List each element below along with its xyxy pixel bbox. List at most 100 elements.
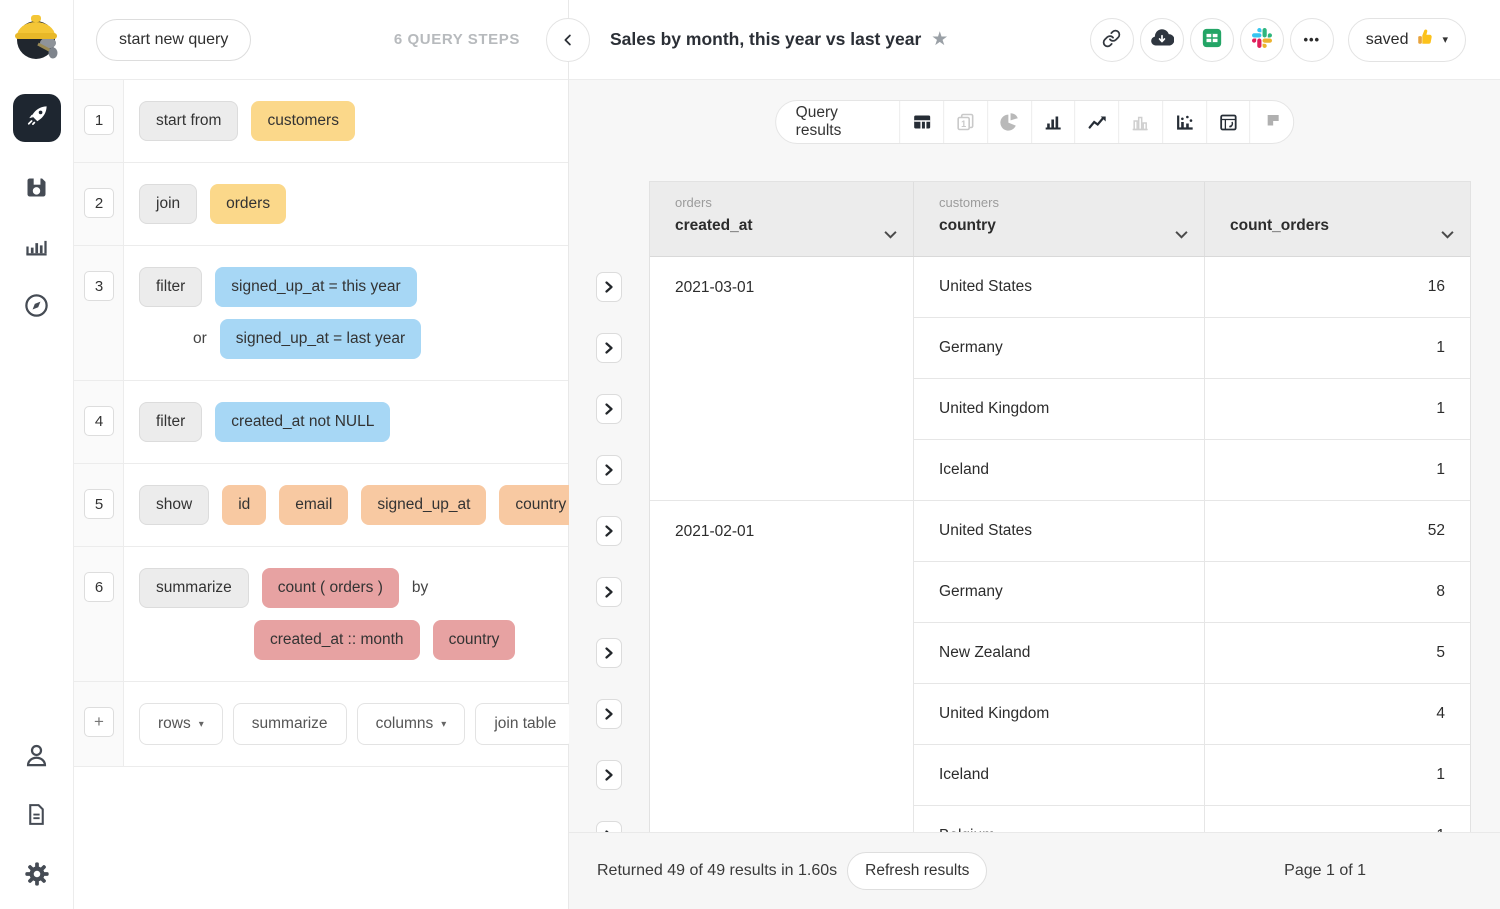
view-number-icon[interactable]: 1 <box>943 101 987 143</box>
table-row: Germany 1 <box>650 318 1470 379</box>
aggregate-chip-count-orders[interactable]: count ( orders ) <box>261 568 399 608</box>
cell-country: Belgium <box>914 806 1205 832</box>
user-icon[interactable] <box>23 742 50 774</box>
pagination-label: Page 1 of 1 <box>1284 862 1366 879</box>
column-header-count-orders[interactable]: count_orders <box>1205 182 1470 256</box>
group-chip-country[interactable]: country <box>432 620 516 660</box>
step-number: 3 <box>84 271 114 301</box>
add-summarize-button[interactable]: summarize <box>232 703 347 745</box>
main-panel: Sales by month, this year vs last year ★ <box>546 0 1500 909</box>
collapse-steps-button[interactable] <box>546 17 590 62</box>
verb-chip-start-from[interactable]: start from <box>139 101 239 141</box>
mascot-logo[interactable] <box>10 10 64 64</box>
nav-queries-button[interactable] <box>12 94 61 142</box>
add-join-table-button[interactable]: join table <box>475 703 576 745</box>
column-chip-signed-up-at[interactable]: signed_up_at <box>361 485 487 525</box>
tab-query-results[interactable]: Query results <box>795 104 842 139</box>
chevron-right-icon <box>605 341 613 354</box>
view-pie-chart-icon[interactable] <box>987 101 1031 143</box>
table-row: Belgium 1 <box>650 806 1470 832</box>
column-caret-icon[interactable] <box>1441 226 1454 244</box>
column-header-created-at[interactable]: orders created_at <box>650 182 914 256</box>
start-new-query-button[interactable]: start new query <box>96 18 252 61</box>
cell-count-orders: 52 <box>1205 501 1470 562</box>
caret-down-icon: ▾ <box>198 718 204 730</box>
caret-down-icon: ▾ <box>1442 34 1448 46</box>
column-caret-icon[interactable] <box>884 226 897 244</box>
step-gutter: + <box>74 682 124 766</box>
expand-row-button[interactable] <box>596 271 622 302</box>
settings-gear-icon[interactable] <box>23 860 51 893</box>
cell-country: United States <box>914 257 1205 318</box>
cell-country: New Zealand <box>914 623 1205 684</box>
table-chip-customers[interactable]: customers <box>251 101 355 141</box>
filter-condition-chip[interactable]: signed_up_at = last year <box>219 319 422 359</box>
group-chip-created-at-month[interactable]: created_at :: month <box>254 620 420 660</box>
share-link-button[interactable] <box>1089 17 1134 62</box>
view-flag-icon[interactable] <box>1249 101 1294 143</box>
filter-condition-chip[interactable]: signed_up_at = this year <box>215 267 417 307</box>
slack-icon <box>1251 28 1272 51</box>
saved-menu-button[interactable]: saved ▾ <box>1347 17 1466 62</box>
expand-row-button[interactable] <box>596 454 622 485</box>
query-step-1: 1 start from customers <box>74 80 568 163</box>
saved-label: saved <box>1365 30 1409 48</box>
favorite-star-icon[interactable]: ★ <box>931 29 949 50</box>
filter-condition-chip[interactable]: created_at not NULL <box>215 402 391 442</box>
view-bar-chart-icon[interactable] <box>1030 101 1075 143</box>
expand-row-button[interactable] <box>596 515 622 546</box>
view-histogram-icon[interactable] <box>1118 101 1162 143</box>
column-chip-country[interactable]: country <box>499 485 583 525</box>
cell-country: Germany <box>914 562 1205 623</box>
view-line-chart-icon[interactable] <box>1074 101 1119 143</box>
add-columns-button[interactable]: columns ▾ <box>356 703 466 745</box>
chart-type-toolbar: Query results 1 <box>774 100 1295 144</box>
expand-row-button[interactable] <box>596 759 622 790</box>
view-table-icon[interactable] <box>899 101 944 143</box>
link-icon <box>1102 29 1121 51</box>
save-icon[interactable] <box>23 174 50 201</box>
verb-chip-filter[interactable]: filter <box>139 267 203 307</box>
cell-created-at <box>650 440 914 501</box>
ellipsis-icon: ••• <box>1303 32 1321 47</box>
verb-chip-filter[interactable]: filter <box>139 402 203 442</box>
results-footer: Returned 49 of 49 results in 1.60s Refre… <box>569 832 1500 909</box>
view-pivot-table-icon[interactable] <box>1205 101 1250 143</box>
verb-chip-join[interactable]: join <box>139 184 198 224</box>
view-scatter-chart-icon[interactable] <box>1162 101 1206 143</box>
more-options-button[interactable]: ••• <box>1289 17 1334 62</box>
chevron-right-icon <box>605 280 613 293</box>
refresh-results-button[interactable]: Refresh results <box>847 852 988 890</box>
column-caret-icon[interactable] <box>1175 226 1188 244</box>
table-chip-orders[interactable]: orders <box>210 184 287 224</box>
expand-row-button[interactable] <box>596 332 622 363</box>
table-row: Germany 8 <box>650 562 1470 623</box>
table-row: New Zealand 5 <box>650 623 1470 684</box>
table-header-row: orders created_at customers country <box>650 182 1470 257</box>
download-button[interactable] <box>1139 17 1184 62</box>
step-number: 2 <box>84 188 114 218</box>
verb-chip-summarize[interactable]: summarize <box>139 568 249 608</box>
expand-row-button[interactable] <box>596 393 622 424</box>
cell-created-at <box>650 623 914 684</box>
expand-row-button[interactable] <box>596 637 622 668</box>
export-sheets-button[interactable] <box>1189 17 1234 62</box>
expand-row-button[interactable] <box>596 820 622 832</box>
add-rows-button[interactable]: rows ▾ <box>139 703 223 745</box>
chevron-right-icon <box>605 463 613 476</box>
page-title: Sales by month, this year vs last year <box>610 29 922 49</box>
column-chip-email[interactable]: email <box>279 485 349 525</box>
column-chip-id[interactable]: id <box>222 485 267 525</box>
chevron-right-icon <box>605 585 613 598</box>
add-step-button[interactable]: + <box>84 707 114 737</box>
document-icon[interactable] <box>24 802 49 832</box>
compass-icon[interactable] <box>23 292 50 319</box>
expand-row-button[interactable] <box>596 698 622 729</box>
cell-created-at <box>650 806 914 832</box>
expand-row-button[interactable] <box>596 576 622 607</box>
slack-button[interactable] <box>1239 17 1284 62</box>
verb-chip-show[interactable]: show <box>139 485 210 525</box>
bar-chart-icon[interactable] <box>23 233 50 260</box>
column-header-country[interactable]: customers country <box>914 182 1205 256</box>
steps-panel-filler <box>74 767 568 909</box>
